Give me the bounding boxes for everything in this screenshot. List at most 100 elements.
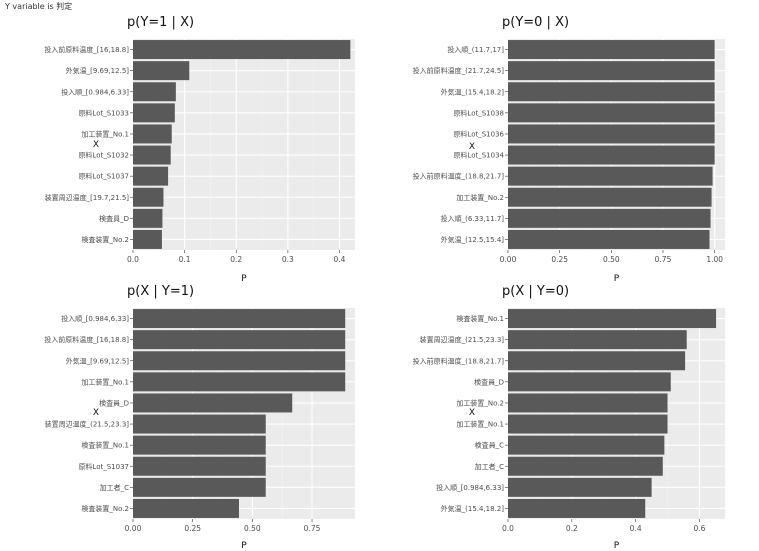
x-tick-label: 0.75 — [304, 524, 321, 533]
bar — [508, 393, 668, 413]
bar — [133, 330, 346, 350]
y-tick-label: 加工装置_No.2 — [456, 398, 504, 407]
bar — [508, 330, 687, 350]
x-tick-label: 0.0 — [127, 255, 139, 264]
y-tick-label: 外気温_(15.4,18.2] — [441, 504, 505, 513]
bar — [133, 372, 346, 392]
bar — [133, 393, 293, 413]
bar — [508, 372, 671, 392]
y-tick-label: 原料Lot_S1036 — [453, 129, 504, 138]
y-tick-label: 原料Lot_S1034 — [453, 151, 504, 160]
bar — [508, 103, 715, 123]
x-tick-label: 0.1 — [179, 255, 191, 264]
bar — [508, 435, 665, 455]
bar — [508, 145, 715, 165]
bar — [133, 40, 351, 60]
y-tick-label: 外気温_[9.69,12.5] — [66, 66, 130, 75]
y-tick-label: 加工者_C — [100, 483, 129, 492]
y-tick-label: 外気温_[9.69,12.5] — [66, 356, 130, 365]
x-tick-label: 0.75 — [655, 255, 672, 264]
x-tick-label: 0.2 — [566, 524, 578, 533]
bar — [508, 477, 652, 497]
bar — [133, 498, 239, 518]
bar — [508, 40, 715, 60]
y-tick-label: 検査装置_No.2 — [81, 504, 129, 513]
x-axis-title: P — [614, 541, 620, 551]
x-axis-title: P — [241, 541, 247, 551]
y-tick-label: 投入前原料温度_[16,18.8] — [44, 335, 129, 344]
x-tick-label: 1.00 — [706, 255, 723, 264]
bar — [508, 414, 668, 434]
bar — [508, 187, 712, 207]
x-tick-label: 0.00 — [500, 255, 517, 264]
y-tick-label: 加工装置_No.2 — [456, 193, 504, 202]
y-tick-label: 投入前原料温度_(18.8,21.7] — [413, 356, 505, 365]
y-tick-label: 検査装置_No.1 — [456, 314, 504, 323]
x-tick-label: 0.25 — [551, 255, 568, 264]
y-tick-label: 投入順_[0.984,6.33] — [436, 483, 504, 492]
y-tick-label: 加工装置_No.1 — [81, 129, 129, 138]
bar — [133, 435, 266, 455]
y-tick-label: 原料Lot_S1033 — [78, 108, 129, 117]
y-axis-title: X — [469, 408, 475, 418]
x-tick-label: 0.50 — [244, 524, 261, 533]
y-axis-title: X — [93, 140, 99, 150]
bar — [508, 351, 686, 371]
x-tick-label: 0.3 — [282, 255, 294, 264]
y-tick-label: 原料Lot_S1032 — [78, 151, 129, 160]
bar — [508, 124, 715, 144]
y-tick-label: 検査装置_No.1 — [81, 441, 129, 450]
bar — [133, 145, 171, 165]
y-tick-label: 投入順_(6.33,11.7] — [441, 214, 505, 223]
y-tick-label: 原料Lot_S1037 — [78, 462, 129, 471]
x-tick-label: 0.4 — [334, 255, 346, 264]
bar — [508, 229, 710, 249]
y-tick-label: 投入順_[0.984,6.33] — [61, 314, 129, 323]
bar — [133, 103, 175, 123]
y-tick-label: 検査員_D — [474, 377, 504, 386]
y-tick-label: 投入前原料温度_[16,18.8] — [44, 45, 129, 54]
y-tick-label: 加工者_C — [475, 462, 504, 471]
x-tick-label: 0.0 — [502, 524, 514, 533]
x-tick-label: 0.00 — [125, 524, 142, 533]
y-tick-label: 検査員_D — [99, 214, 129, 223]
y-tick-label: 加工装置_No.1 — [81, 377, 129, 386]
chart-title-p-y1-given-x: p(Y=1 | X) — [127, 15, 195, 30]
x-tick-label: 0.6 — [694, 524, 706, 533]
bar — [133, 187, 164, 207]
y-tick-label: 加工装置_No.1 — [456, 420, 504, 429]
y-axis-title: X — [93, 408, 99, 418]
bar — [133, 309, 346, 329]
bar — [508, 166, 713, 186]
bar — [133, 208, 163, 228]
bar — [133, 414, 266, 434]
bar — [508, 82, 715, 102]
y-tick-label: 投入順_(11.7,17] — [447, 45, 504, 54]
bar — [508, 456, 663, 476]
y-tick-label: 原料Lot_S1038 — [453, 108, 504, 117]
y-tick-label: 原料Lot_S1037 — [78, 172, 129, 181]
bar — [508, 498, 646, 518]
bar — [133, 82, 176, 102]
bar — [133, 61, 190, 81]
y-tick-label: 検査員_D — [99, 398, 129, 407]
y-tick-label: 外気温_(15.4,18.2] — [441, 87, 505, 96]
x-tick-label: 0.4 — [630, 524, 642, 533]
x-tick-label: 0.2 — [230, 255, 242, 264]
chart-title-p-x-given-y0: p(X | Y=0) — [502, 284, 570, 299]
x-tick-label: 0.25 — [184, 524, 201, 533]
y-tick-label: 装置周辺温度_[19.7,21.5] — [45, 193, 130, 202]
bar — [508, 208, 711, 228]
y-tick-label: 検査装置_No.2 — [81, 235, 129, 244]
chart-title-p-x-given-y1: p(X | Y=1) — [127, 284, 195, 299]
y-tick-label: 投入順_[0.984,6.33] — [61, 87, 129, 96]
bar — [508, 61, 715, 81]
y-tick-label: 装置周辺温度_(21.5,23.3] — [420, 335, 505, 344]
bar — [133, 229, 162, 249]
bar — [133, 166, 169, 186]
chart-title-p-y0-given-x: p(Y=0 | X) — [502, 15, 570, 30]
